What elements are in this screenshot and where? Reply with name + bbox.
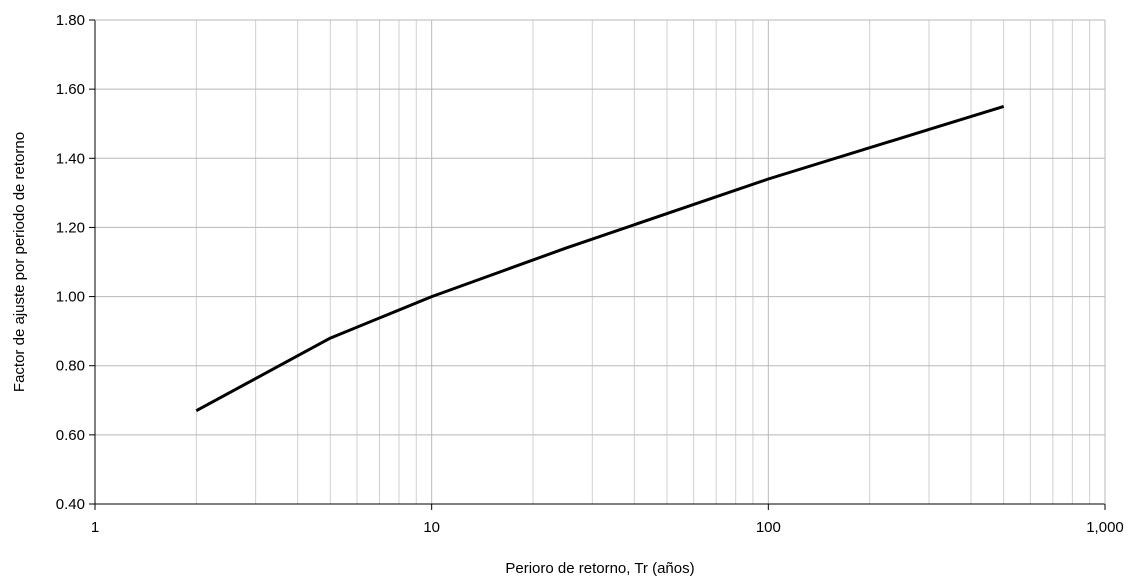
x-tick-label: 1,000 bbox=[1086, 519, 1124, 536]
tick-labels: 0.40 0.60 0.80 1.00 1.20 1.40 1.60 1.80 1 10 100 1,… bbox=[56, 12, 1124, 536]
x-axis-title: Perioro de retorno, Tr (años) bbox=[505, 560, 694, 577]
y-tick-label: 0.60 bbox=[56, 427, 85, 444]
y-tick-label: 1.00 bbox=[56, 289, 85, 306]
y-tick-label: 1.40 bbox=[56, 150, 85, 167]
x-tick-label: 1 bbox=[91, 519, 99, 536]
x-tick-label: 10 bbox=[423, 519, 440, 536]
y-tick-label: 0.80 bbox=[56, 358, 85, 375]
axes bbox=[89, 19, 1106, 510]
y-tick-label: 0.40 bbox=[56, 496, 85, 513]
x-tick-label: 100 bbox=[756, 519, 781, 536]
series-line bbox=[195, 104, 1005, 413]
gridlines bbox=[94, 19, 1106, 505]
y-tick-label: 1.60 bbox=[56, 81, 85, 98]
y-axis-title: Factor de ajuste por periodo de retorno bbox=[11, 132, 28, 392]
series-layer bbox=[195, 104, 1005, 413]
y-tick-label: 1.80 bbox=[56, 12, 85, 29]
y-tick-label: 1.20 bbox=[56, 219, 85, 236]
